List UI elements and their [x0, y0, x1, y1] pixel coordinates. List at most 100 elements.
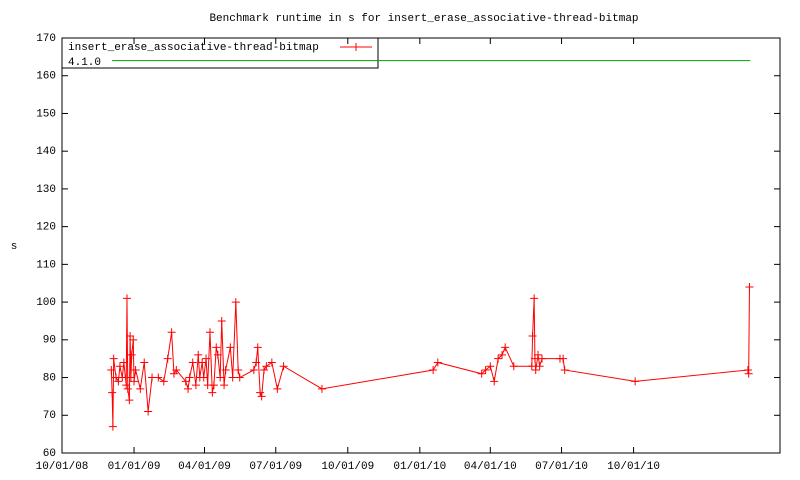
- data-point: [181, 377, 190, 386]
- x-tick-label: 07/01/09: [249, 461, 302, 473]
- y-tick-label: 110: [36, 259, 56, 271]
- data-point: [108, 422, 117, 431]
- y-tick-label: 80: [43, 372, 56, 384]
- x-tick-label: 10/01/10: [607, 461, 660, 473]
- series-line: [110, 286, 750, 427]
- data-point: [118, 373, 127, 382]
- data-point: [527, 362, 536, 371]
- data-point: [194, 350, 203, 359]
- data-point: [490, 377, 499, 386]
- data-point: [226, 343, 235, 352]
- data-point: [205, 328, 214, 337]
- y-axis-label: s: [11, 241, 18, 253]
- data-point: [234, 366, 243, 374]
- y-tick-label: 100: [36, 297, 56, 309]
- data-point: [108, 388, 117, 397]
- data-point: [199, 373, 208, 382]
- data-point: [191, 381, 200, 390]
- x-tick-label: 01/01/09: [108, 461, 161, 473]
- data-point: [127, 350, 136, 359]
- data-point: [217, 316, 226, 325]
- data-point: [560, 366, 569, 374]
- data-point: [209, 381, 218, 390]
- data-point: [144, 407, 153, 416]
- y-tick-label: 160: [36, 71, 56, 83]
- legend-label: insert_erase_associative-thread-bitmap: [68, 42, 319, 54]
- data-point: [123, 384, 132, 393]
- data-point: [253, 343, 262, 352]
- x-tick-label: 01/01/10: [393, 461, 446, 473]
- data-point: [559, 354, 568, 363]
- data-point: [129, 335, 138, 344]
- data-point: [136, 384, 145, 393]
- data-point: [159, 377, 168, 386]
- data-point: [252, 358, 261, 367]
- data-point: [231, 298, 240, 307]
- data-point: [429, 366, 438, 374]
- y-tick-label: 150: [36, 108, 56, 120]
- data-point: [131, 366, 140, 374]
- data-point: [433, 358, 442, 367]
- data-point: [220, 381, 229, 390]
- data-point: [267, 358, 276, 367]
- data-point: [216, 373, 225, 382]
- data-point: [140, 358, 149, 367]
- data-point: [109, 354, 118, 363]
- y-tick-label: 170: [36, 33, 56, 45]
- data-point: [279, 362, 288, 371]
- data-point: [228, 373, 237, 382]
- chart-title: Benchmark runtime in s for insert_erase_…: [209, 13, 638, 25]
- x-tick-label: 10/01/08: [36, 461, 89, 473]
- y-tick-label: 140: [36, 146, 56, 158]
- y-tick-label: 90: [43, 335, 56, 347]
- data-point: [534, 350, 543, 359]
- data-point: [477, 369, 486, 378]
- data-point: [262, 362, 271, 371]
- data-point: [486, 362, 495, 371]
- data-point: [202, 354, 211, 363]
- x-tick-label: 04/01/10: [464, 461, 517, 473]
- legend-marker: [352, 43, 360, 51]
- data-point: [172, 366, 181, 374]
- data-point: [212, 343, 221, 352]
- x-tick-label: 10/01/09: [321, 461, 374, 473]
- data-point: [163, 354, 172, 363]
- data-point: [198, 358, 207, 367]
- data-point: [509, 362, 518, 371]
- legend-box: [61, 37, 379, 69]
- y-tick-label: 130: [36, 184, 56, 196]
- data-point: [256, 388, 265, 397]
- x-tick-label: 04/01/09: [178, 461, 231, 473]
- data-point: [498, 350, 507, 359]
- legend-label: 4.1.0: [68, 57, 101, 69]
- data-point: [167, 328, 176, 337]
- data-point: [213, 350, 222, 359]
- data-point: [537, 354, 546, 363]
- data-point: [494, 354, 503, 363]
- data-point: [114, 377, 123, 386]
- data-point: [317, 384, 326, 393]
- data-point: [188, 358, 197, 367]
- data-point: [528, 332, 537, 341]
- plot-frame: [61, 37, 781, 454]
- data-point: [744, 369, 753, 378]
- data-point: [154, 373, 163, 382]
- data-point: [745, 283, 754, 291]
- y-tick-label: 60: [43, 448, 56, 460]
- data-point: [535, 362, 544, 371]
- data-point: [273, 384, 282, 393]
- data-point: [249, 366, 258, 374]
- data-point: [107, 366, 116, 374]
- data-point: [531, 366, 540, 374]
- data-point: [130, 377, 139, 386]
- data-point: [481, 366, 490, 374]
- data-point: [119, 358, 128, 367]
- data-point: [125, 396, 134, 405]
- data-point: [122, 381, 131, 390]
- data-point: [501, 343, 510, 352]
- data-point: [530, 294, 539, 303]
- data-point: [235, 373, 244, 382]
- data-point: [185, 373, 194, 382]
- data-point: [208, 388, 217, 397]
